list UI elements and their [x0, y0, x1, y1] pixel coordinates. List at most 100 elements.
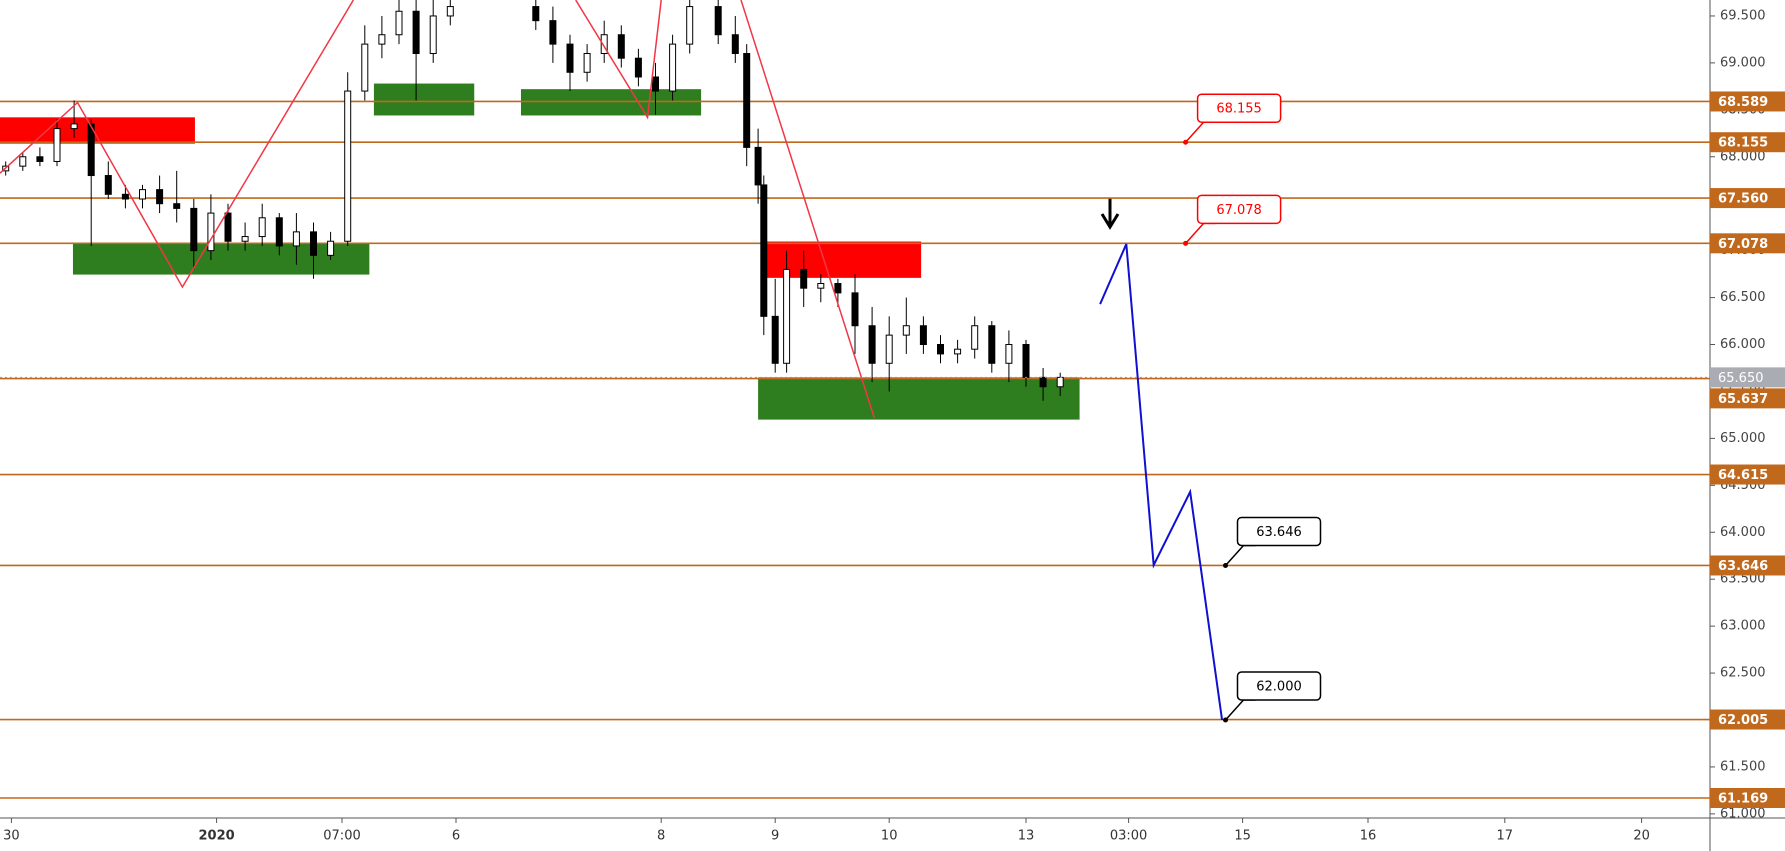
last-price-label: 65.650: [1718, 371, 1764, 386]
candle-body: [634, 57, 642, 78]
level-box: [1710, 388, 1785, 409]
down-arrow: [1100, 198, 1120, 230]
y-tick-label: 69.500: [1720, 8, 1766, 23]
candle-body: [139, 189, 146, 200]
projection-line: [1099, 243, 1224, 721]
arrow-head: [1100, 213, 1120, 230]
level-label: 67.078: [1718, 237, 1768, 252]
candle-body: [652, 76, 659, 92]
candle-body: [669, 43, 677, 92]
callout-label: 67.078: [1216, 203, 1262, 218]
candle-body: [566, 43, 574, 73]
candle-body: [224, 212, 232, 242]
zone: [758, 377, 1080, 420]
level-box: [1710, 788, 1785, 809]
candle-body: [395, 10, 403, 36]
candle-body: [583, 53, 591, 73]
candle-body: [190, 207, 198, 252]
x-tick-label: 10: [881, 829, 898, 844]
callout-box: [1196, 194, 1282, 225]
candle-body: [714, 6, 722, 36]
level-box: [1710, 555, 1785, 576]
callout-box: [1196, 93, 1282, 123]
level-box: [1710, 91, 1785, 112]
candle-body: [600, 34, 608, 55]
candle-body: [885, 334, 893, 364]
level-box: [1710, 132, 1785, 153]
callout: 68.155: [1183, 93, 1282, 145]
candle-body: [937, 344, 944, 355]
candle-body: [1039, 376, 1047, 388]
y-tick-label: 69.000: [1720, 55, 1766, 70]
candle-body: [731, 34, 739, 55]
callout-label: 62.000: [1256, 679, 1302, 694]
candle-body: [36, 156, 44, 162]
zone: [373, 83, 475, 116]
candle-body: [53, 128, 61, 162]
y-tick-label: 61.500: [1720, 759, 1766, 774]
candle-body: [1005, 344, 1013, 364]
candle-body: [258, 217, 266, 238]
y-tick-label: 66.500: [1720, 290, 1766, 305]
zigzag-line: [740, 0, 876, 419]
candle-body: [817, 282, 825, 289]
x-tick-label: 03:00: [1110, 829, 1147, 844]
candle-body: [378, 34, 386, 45]
candle-body: [446, 6, 454, 17]
level-label: 68.155: [1718, 136, 1768, 151]
candle-body: [241, 236, 249, 242]
level-label: 63.646: [1718, 559, 1768, 574]
candle-body: [868, 325, 876, 364]
candle-body: [173, 203, 181, 209]
callout: 62.000: [1223, 671, 1322, 723]
candle-body: [104, 175, 112, 195]
x-tick-label: 07:00: [323, 829, 360, 844]
x-tick-label: 17: [1497, 829, 1514, 844]
y-tick-label: 66.000: [1720, 337, 1766, 352]
x-tick-label: 8: [657, 829, 665, 844]
callout: 67.078: [1183, 194, 1282, 246]
candle-body: [743, 53, 751, 148]
candle-body: [344, 90, 352, 242]
zone: [72, 242, 370, 275]
level-label: 68.589: [1718, 95, 1768, 110]
y-tick-label: 64.000: [1720, 525, 1766, 540]
candle-body: [686, 6, 694, 45]
candle-body: [754, 146, 762, 186]
candle-body: [617, 34, 625, 59]
y-tick-label: 63.000: [1720, 619, 1766, 634]
candle-body: [327, 240, 335, 256]
candle-body: [429, 15, 437, 55]
candle-body: [361, 43, 369, 92]
candle-body: [275, 217, 283, 247]
level-box: [1710, 709, 1785, 730]
y-tick-label: 61.000: [1720, 806, 1766, 821]
candle-body: [988, 325, 996, 364]
last-price-box: [1710, 367, 1785, 388]
candle-body: [310, 231, 317, 256]
candle-body: [760, 184, 768, 317]
candle-body: [549, 20, 557, 45]
candle-body: [800, 268, 808, 289]
level-label: 65.637: [1718, 392, 1768, 407]
x-tick-label: 20: [1633, 829, 1650, 844]
candle-body: [851, 292, 859, 327]
x-tick-label: 9: [771, 829, 779, 844]
zone: [520, 89, 702, 116]
callout: 63.646: [1223, 516, 1322, 568]
x-tick-label: 2020: [199, 829, 235, 844]
level-box: [1710, 464, 1785, 485]
callout-box: [1236, 516, 1322, 547]
candle-body: [70, 123, 78, 130]
x-tick-label: 6: [452, 829, 460, 844]
x-tick-label: 30: [3, 829, 20, 844]
x-tick-label: 15: [1234, 829, 1251, 844]
callout-label: 68.155: [1216, 102, 1262, 117]
level-label: 62.005: [1718, 713, 1768, 728]
candle-body: [902, 325, 910, 336]
plot-area: [0, 0, 1710, 799]
level-box: [1710, 233, 1785, 254]
